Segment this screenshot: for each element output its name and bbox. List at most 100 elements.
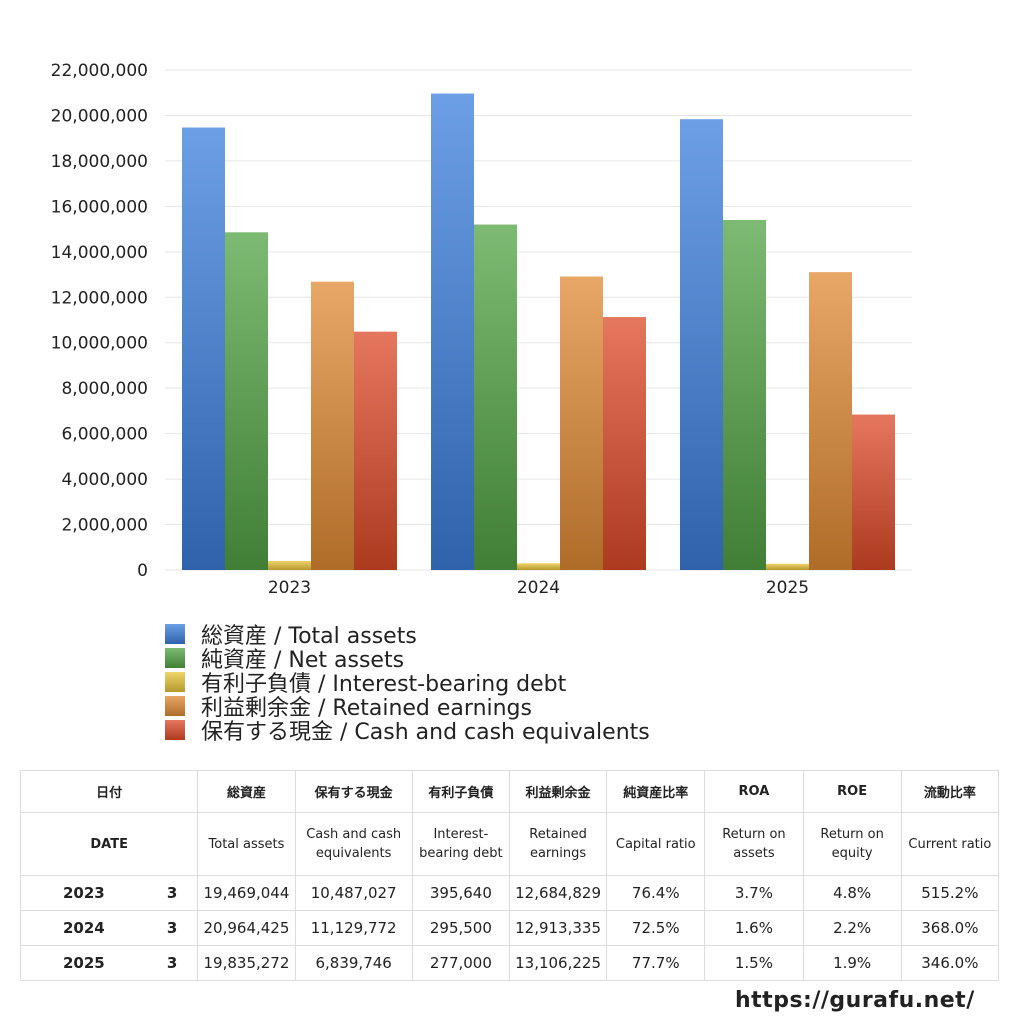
x-axis-ticks: 2023 2024 2025: [268, 578, 809, 598]
legend-item: 純資産 / Net assets: [165, 646, 650, 673]
legend-label: 総資産 / Total assets: [201, 624, 417, 649]
y-axis-ticks: 0 2,000,000 4,000,000 6,000,000 8,000,000 10,…: [51, 61, 148, 581]
y-tick-label: 4,000,000: [61, 470, 148, 490]
row-debt: 395,640: [411, 875, 510, 911]
row-total-assets: 19,835,272: [197, 945, 296, 981]
header-debt-en: Interest-bearing debt: [411, 812, 510, 876]
header-roa-en: Return on assets: [704, 812, 804, 876]
row-total-assets: 19,469,044: [197, 875, 296, 911]
legend-swatch: [165, 720, 185, 740]
bar-chart: 0 2,000,000 4,000,000 6,000,000 8,000,000 10,…: [51, 61, 912, 598]
row-retained: 12,684,829: [508, 875, 608, 911]
row-month: 3: [146, 910, 199, 946]
row-cash: 6,839,746: [294, 945, 413, 981]
bar: [809, 272, 852, 570]
legend-label: 純資産 / Net assets: [201, 648, 405, 673]
row-capital-ratio: 77.7%: [606, 945, 706, 981]
row-cash: 11,129,772: [294, 910, 413, 946]
x-tick-label: 2025: [766, 578, 809, 598]
row-debt: 277,000: [411, 945, 510, 981]
y-tick-label: 20,000,000: [51, 106, 148, 126]
row-roe: 1.9%: [802, 945, 902, 981]
header-current-ratio-jp: 流動比率: [900, 770, 1000, 813]
legend-item: 有利子負債 / Interest-bearing debt: [165, 670, 650, 697]
table-row: 2023 3 19,469,044 10,487,027 395,640 12,…: [19, 875, 1000, 911]
row-retained: 12,913,335: [508, 910, 608, 946]
y-tick-label: 22,000,000: [51, 61, 148, 81]
legend-swatch: [165, 648, 185, 668]
legend-item: 総資産 / Total assets: [165, 622, 650, 649]
x-tick-label: 2023: [268, 578, 311, 598]
table-header-jp: 日付 総資産 保有する現金 有利子負債 利益剰余金 純資産比率 ROA ROE …: [19, 770, 1000, 813]
gridlines: [165, 69, 912, 571]
row-current-ratio: 368.0%: [900, 910, 1000, 946]
table-row: 2024 3 20,964,425 11,129,772 295,500 12,…: [19, 910, 1000, 946]
bar: [766, 563, 809, 570]
y-tick-label: 16,000,000: [51, 197, 148, 217]
row-debt: 295,500: [411, 910, 510, 946]
header-capital-ratio-en: Capital ratio: [606, 812, 706, 876]
legend-swatch: [165, 672, 185, 692]
bar: [852, 414, 895, 570]
row-capital-ratio: 76.4%: [606, 875, 706, 911]
table-header-en: DATE Total assets Cash and cash equivale…: [19, 812, 1000, 876]
bar: [268, 561, 311, 570]
row-roa: 3.7%: [704, 875, 804, 911]
source-url[interactable]: https://gurafu.net/: [735, 988, 975, 1013]
y-tick-label: 14,000,000: [51, 243, 148, 263]
y-tick-label: 8,000,000: [61, 379, 148, 399]
bars: [182, 93, 895, 571]
row-year: 2023: [19, 875, 147, 911]
table-row: 2025 3 19,835,272 6,839,746 277,000 13,1…: [19, 945, 1000, 981]
bar: [311, 281, 354, 570]
row-capital-ratio: 72.5%: [606, 910, 706, 946]
header-cash-en: Cash and cash equivalents: [294, 812, 413, 876]
row-current-ratio: 515.2%: [900, 875, 1000, 911]
bar: [225, 232, 268, 571]
bar: [182, 127, 225, 570]
x-tick-label: 2024: [517, 578, 560, 598]
y-tick-label: 18,000,000: [51, 152, 148, 172]
row-roe: 2.2%: [802, 910, 902, 946]
header-roe-en: Return on equity: [802, 812, 902, 876]
header-cash-jp: 保有する現金: [294, 770, 413, 813]
legend-item: 保有する現金 / Cash and cash equivalents: [165, 718, 650, 745]
legend-item: 利益剰余金 / Retained earnings: [165, 694, 650, 721]
bar: [603, 317, 646, 570]
bar: [354, 331, 397, 570]
row-current-ratio: 346.0%: [900, 945, 1000, 981]
row-year: 2024: [19, 910, 147, 946]
y-tick-label: 0: [137, 561, 148, 581]
row-roa: 1.5%: [704, 945, 804, 981]
header-roe-jp: ROE: [802, 770, 902, 813]
legend-label: 保有する現金 / Cash and cash equivalents: [201, 720, 650, 745]
header-date-jp: 日付: [19, 770, 199, 813]
y-tick-label: 2,000,000: [61, 516, 148, 536]
bar: [474, 224, 517, 570]
bar: [723, 220, 766, 570]
row-roa: 1.6%: [704, 910, 804, 946]
header-retained-jp: 利益剰余金: [508, 770, 608, 813]
bar: [517, 563, 560, 570]
legend-label: 利益剰余金 / Retained earnings: [201, 696, 532, 721]
bar: [680, 119, 723, 570]
header-total-assets-jp: 総資産: [197, 770, 296, 813]
header-date-en: DATE: [19, 812, 199, 876]
header-total-assets-en: Total assets: [197, 812, 296, 876]
legend: 総資産 / Total assets 純資産 / Net assets 有利子負債 …: [165, 622, 650, 745]
row-total-assets: 20,964,425: [197, 910, 296, 946]
financial-table: 日付 総資産 保有する現金 有利子負債 利益剰余金 純資産比率 ROA ROE …: [19, 770, 1000, 981]
header-retained-en: Retained earnings: [508, 812, 608, 876]
header-debt-jp: 有利子負債: [411, 770, 510, 813]
y-tick-label: 10,000,000: [51, 334, 148, 354]
row-year: 2025: [19, 945, 147, 981]
row-retained: 13,106,225: [508, 945, 608, 981]
header-capital-ratio-jp: 純資産比率: [606, 770, 706, 813]
header-current-ratio-en: Current ratio: [900, 812, 1000, 876]
bar: [560, 276, 603, 570]
legend-label: 有利子負債 / Interest-bearing debt: [201, 672, 567, 697]
legend-swatch: [165, 696, 185, 716]
legend-swatch: [165, 624, 185, 644]
row-roe: 4.8%: [802, 875, 902, 911]
y-tick-label: 6,000,000: [61, 425, 148, 445]
